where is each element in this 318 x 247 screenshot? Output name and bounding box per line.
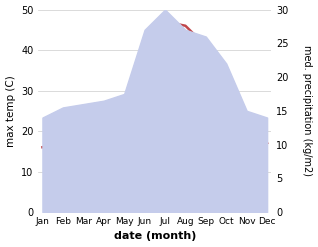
Y-axis label: max temp (C): max temp (C) xyxy=(5,75,16,147)
X-axis label: date (month): date (month) xyxy=(114,231,196,242)
Y-axis label: med. precipitation (kg/m2): med. precipitation (kg/m2) xyxy=(302,45,313,176)
